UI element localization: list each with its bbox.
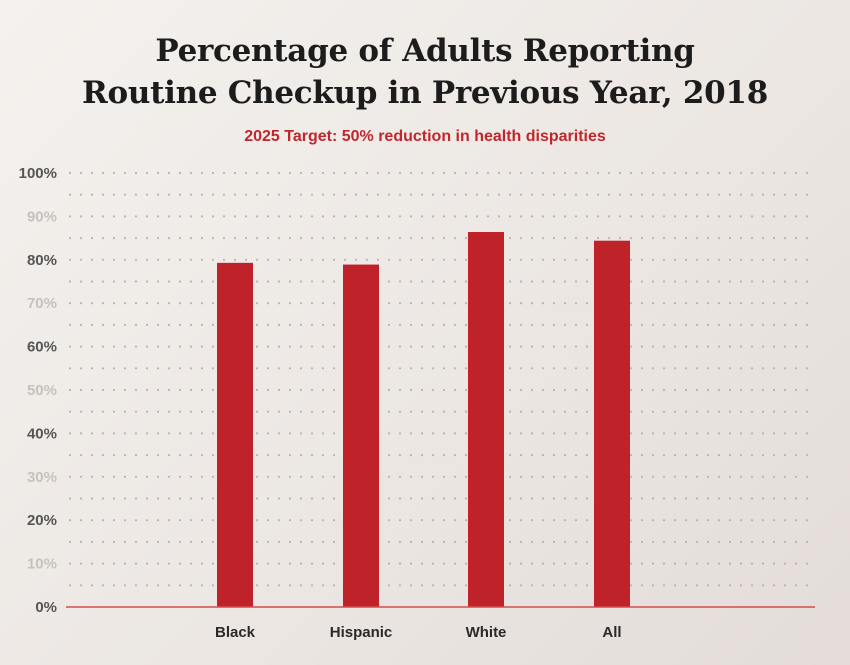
x-tick-label: All	[602, 624, 621, 641]
y-tick-label: 100%	[19, 165, 57, 182]
y-tick-label: 60%	[27, 339, 57, 356]
y-tick-label: 10%	[27, 556, 57, 573]
bar	[594, 240, 630, 608]
x-tick-label: Hispanic	[330, 624, 393, 641]
y-tick-label: 70%	[27, 295, 57, 312]
y-tick-label: 90%	[27, 208, 57, 225]
bar	[468, 232, 504, 608]
chart-subtitle: 2025 Target: 50% reduction in health dis…	[244, 128, 606, 145]
y-tick-label: 0%	[35, 599, 57, 616]
y-tick-label: 20%	[27, 512, 57, 529]
y-tick-label: 30%	[27, 469, 57, 486]
chart-title: Percentage of Adults Reporting Routine C…	[82, 33, 768, 111]
x-tick-label: White	[466, 624, 507, 641]
x-tick-label: Black	[215, 624, 256, 641]
y-tick-label: 40%	[27, 425, 57, 442]
bar	[343, 264, 379, 607]
y-tick-label: 50%	[27, 382, 57, 399]
bar	[217, 262, 253, 607]
y-tick-label: 80%	[27, 252, 57, 269]
